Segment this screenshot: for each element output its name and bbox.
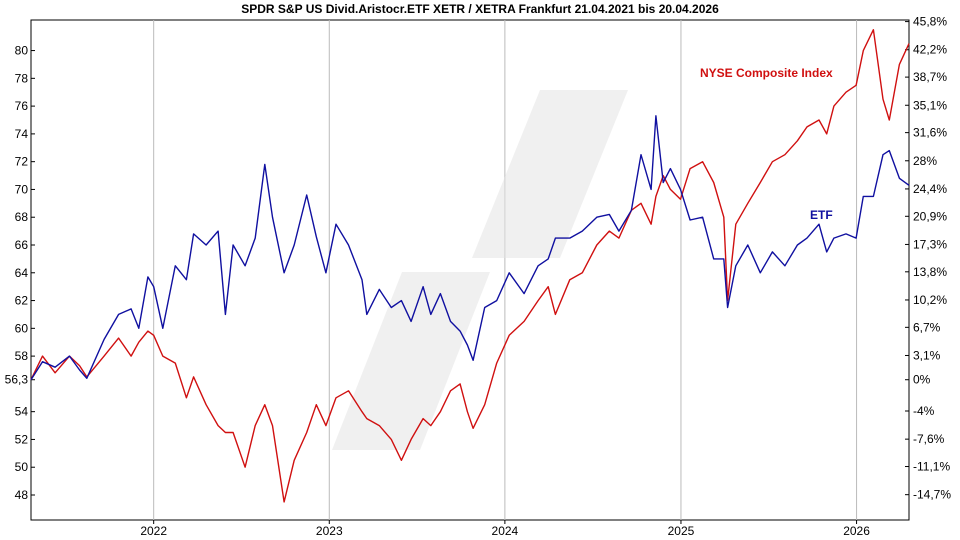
right-tick-label: 31,6% — [913, 126, 947, 140]
left-tick-label: 72 — [15, 155, 29, 169]
right-tick-label: 35,1% — [913, 98, 947, 112]
left-tick-label: 68 — [15, 210, 29, 224]
left-tick-label: 48 — [15, 488, 29, 502]
right-tick-label: -14,7% — [913, 488, 951, 502]
right-tick-label: 24,4% — [913, 182, 947, 196]
left-tick-label: 60 — [15, 321, 29, 335]
right-axis-ticks: 45,8% 42,2% 38,7% 35,1% 31,6% 28% 24,4% 20,9% 17… — [905, 15, 951, 502]
x-tick-label: 2022 — [140, 524, 167, 538]
x-tick-label: 2026 — [843, 524, 870, 538]
left-tick-label: 78 — [15, 71, 29, 85]
right-tick-label: 42,2% — [913, 43, 947, 57]
grid-lines — [153, 20, 858, 520]
right-tick-label: 10,2% — [913, 293, 947, 307]
plot-area — [30, 19, 910, 521]
right-tick-label: 38,7% — [913, 70, 947, 84]
left-tick-label: 58 — [15, 349, 29, 363]
left-tick-label: 80 — [15, 44, 29, 58]
left-tick-label: 56,3 — [5, 373, 29, 387]
right-tick-label: 45,8% — [913, 15, 947, 29]
nyse-series-label: NYSE Composite Index — [700, 66, 833, 80]
left-tick-label: 62 — [15, 294, 29, 308]
left-tick-label: 76 — [15, 99, 29, 113]
left-tick-label: 52 — [15, 432, 29, 446]
right-tick-label: -4% — [913, 404, 935, 418]
etf-series-label: ETF — [810, 208, 833, 222]
right-tick-label: 6,7% — [913, 320, 941, 334]
left-tick-label: 50 — [15, 460, 29, 474]
etf-series-line — [30, 115, 910, 381]
left-tick-label: 54 — [15, 405, 29, 419]
right-tick-label: 28% — [913, 154, 937, 168]
chart-title: SPDR S&P US Divid.Aristocr.ETF XETR / XE… — [241, 2, 719, 16]
left-tick-label: 64 — [15, 266, 29, 280]
x-tick-label: 2024 — [492, 524, 519, 538]
watermark-logo — [332, 90, 628, 450]
right-tick-label: 13,8% — [913, 265, 947, 279]
x-axis-ticks: 2022 2023 2024 2025 2026 — [140, 520, 870, 538]
left-tick-label: 70 — [15, 182, 29, 196]
x-tick-label: 2023 — [316, 524, 343, 538]
right-tick-label: 20,9% — [913, 209, 947, 223]
left-axis-ticks: 48 50 52 54 56,3 58 60 62 64 66 68 70 72 74 76 78 80 — [5, 44, 35, 502]
left-tick-label: 74 — [15, 127, 29, 141]
right-tick-label: -11,1% — [913, 460, 950, 474]
right-tick-label: 3,1% — [913, 348, 941, 362]
left-tick-label: 66 — [15, 238, 29, 252]
right-tick-label: 17,3% — [913, 237, 947, 251]
x-tick-label: 2025 — [668, 524, 695, 538]
right-tick-label: -7,6% — [913, 432, 945, 446]
right-tick-label: 0% — [913, 373, 931, 387]
nyse-series-line — [30, 29, 910, 503]
